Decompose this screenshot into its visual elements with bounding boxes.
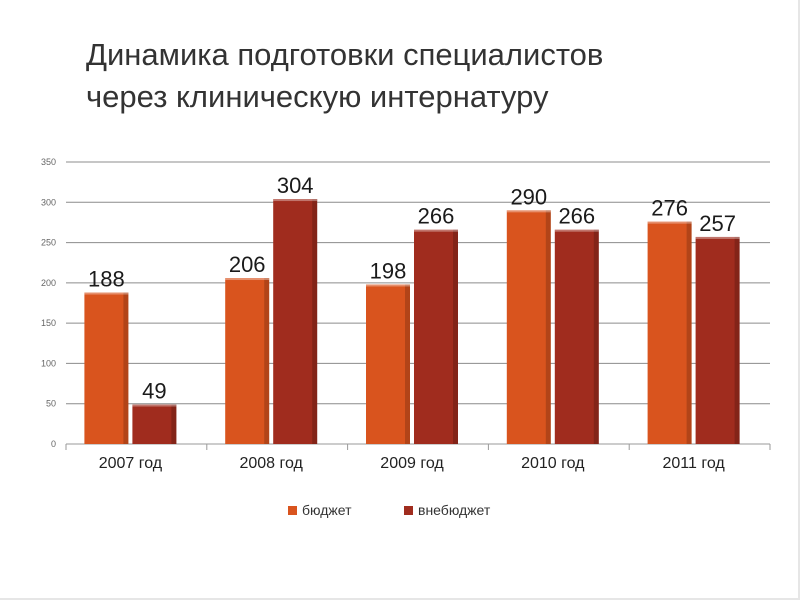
data-label: 257 — [699, 211, 736, 236]
bar-top-edge — [225, 278, 270, 281]
data-label: 198 — [370, 258, 407, 283]
x-tick-label: 2008 год — [239, 455, 303, 472]
bar-top-edge — [366, 284, 410, 287]
x-tick-label: 2011 год — [662, 455, 725, 472]
bar-side-face — [545, 210, 551, 444]
data-label: 206 — [229, 252, 266, 277]
bar-top-edge — [695, 236, 740, 239]
x-tick-label: 2007 год — [99, 455, 163, 472]
bar-side-face — [734, 236, 740, 444]
bar-budget — [225, 278, 270, 444]
bar-budget — [366, 284, 410, 444]
bar-side-face — [264, 278, 270, 444]
slide-title-line-2: через клиническую интернатуру — [86, 79, 549, 114]
bar-budget — [84, 292, 129, 444]
data-label: 304 — [277, 173, 314, 198]
y-tick-label: 250 — [41, 238, 56, 248]
data-label: 276 — [651, 196, 688, 221]
legend-swatch-extra-budget — [404, 506, 413, 515]
x-tick-label: 2009 год — [380, 455, 444, 472]
bar-top-edge — [273, 199, 318, 202]
bar-extra-budget — [414, 229, 458, 444]
y-tick-label: 200 — [41, 278, 56, 288]
data-label: 266 — [558, 204, 595, 229]
legend-swatch-budget — [288, 506, 297, 515]
y-tick-label: 50 — [46, 399, 56, 409]
slide-title-line-1: Динамика подготовки специалистов — [86, 37, 604, 72]
bar-side-face — [453, 229, 458, 444]
bar-budget — [506, 210, 551, 444]
slide-title: Динамика подготовки специалистов через к… — [86, 34, 766, 118]
bar-extra-budget — [132, 404, 177, 444]
data-label: 49 — [142, 379, 166, 404]
bar-top-edge — [554, 229, 599, 232]
legend-label-budget: бюджет — [302, 502, 352, 518]
bar-side-face — [171, 404, 177, 444]
y-tick-label: 150 — [41, 318, 56, 328]
y-tick-label: 100 — [41, 358, 56, 368]
data-label: 290 — [510, 184, 547, 209]
bar-top-edge — [414, 229, 458, 232]
bar-top-edge — [506, 210, 551, 213]
bar-extra-budget — [273, 199, 318, 444]
data-label: 266 — [418, 204, 455, 229]
x-tick-label: 2010 год — [521, 455, 585, 472]
bar-side-face — [686, 221, 692, 444]
y-tick-label: 300 — [41, 197, 56, 207]
bar-top-edge — [132, 404, 177, 407]
legend-label-extra-budget: внебюджет — [418, 502, 491, 518]
y-tick-label: 0 — [51, 439, 56, 449]
bar-extra-budget — [554, 229, 599, 444]
bar-top-edge — [647, 221, 692, 224]
bar-top-edge — [84, 292, 129, 295]
bar-side-face — [123, 292, 129, 444]
data-label: 188 — [88, 267, 125, 292]
bar-side-face — [593, 229, 599, 444]
bar-extra-budget — [695, 236, 740, 444]
bar-budget — [647, 221, 692, 444]
y-tick-label: 350 — [41, 157, 56, 167]
bar-side-face — [405, 284, 410, 444]
bar-side-face — [312, 199, 318, 444]
